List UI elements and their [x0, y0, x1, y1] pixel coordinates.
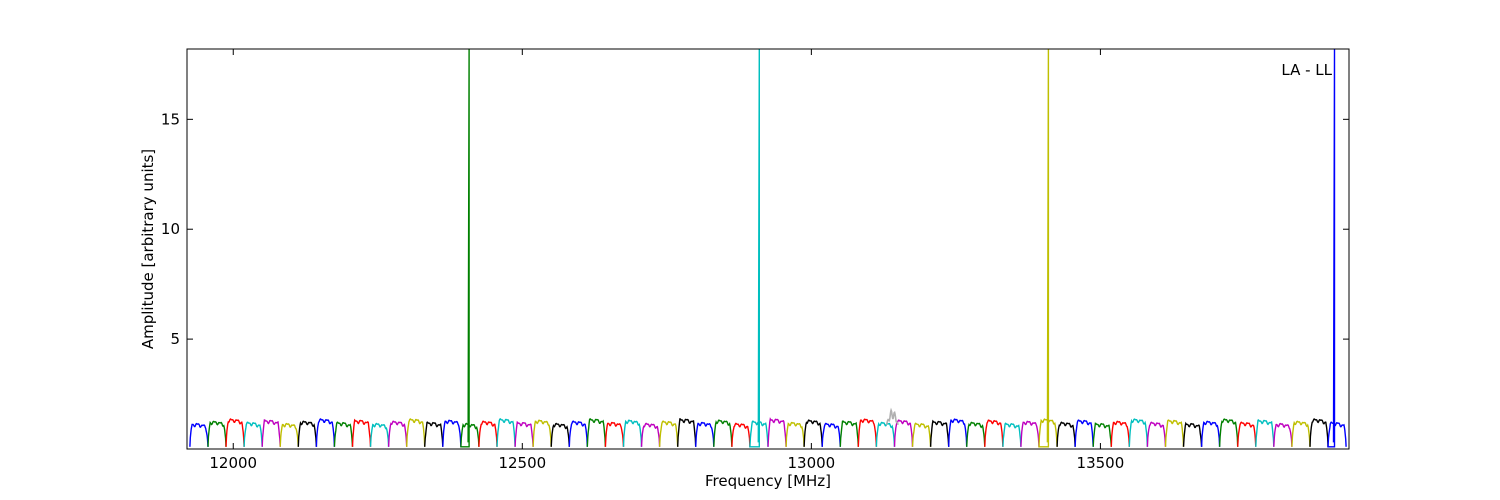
channel-line	[640, 422, 661, 447]
channel-line	[713, 419, 733, 447]
spike-channel-line	[1038, 48, 1058, 448]
channel-line	[1200, 420, 1221, 447]
channel-line	[1164, 419, 1185, 447]
x-tick-label: 13500	[1077, 454, 1125, 472]
channel-line	[875, 421, 896, 447]
channel-line	[658, 420, 679, 447]
channel-line	[966, 421, 986, 447]
axes-frame	[186, 48, 1350, 450]
channel-line	[1020, 420, 1040, 447]
channel-line	[297, 420, 318, 447]
series-layer	[189, 48, 1347, 448]
channel-line	[1056, 421, 1076, 447]
channel-line	[333, 421, 354, 447]
channel-line	[821, 422, 841, 447]
channel-line	[803, 419, 823, 447]
channel-line	[911, 422, 932, 447]
channel-line	[677, 418, 697, 447]
channel-line	[785, 421, 805, 447]
noise-bump-line	[885, 407, 899, 426]
y-tick-label: 10	[161, 220, 180, 238]
channel-line	[984, 419, 1004, 447]
channel-line	[568, 420, 588, 447]
x-tick-label: 13000	[787, 454, 835, 472]
channel-line	[1074, 419, 1094, 447]
y-tick-label: 15	[161, 110, 180, 128]
x-tick-label: 12000	[209, 454, 257, 472]
channel-line	[604, 421, 625, 447]
channel-line	[406, 418, 426, 447]
channel-line	[207, 420, 227, 447]
channel-line	[1146, 421, 1167, 447]
channel-line	[369, 422, 390, 447]
channel-line	[1002, 422, 1022, 447]
channel-line	[1182, 421, 1203, 447]
channel-line	[1218, 418, 1239, 447]
channel-line	[442, 419, 462, 447]
channel-line	[532, 419, 552, 447]
channel-line	[387, 420, 408, 447]
channel-line	[315, 418, 336, 447]
x-tick-label: 12500	[498, 454, 546, 472]
channel-line	[514, 420, 534, 447]
channel-line	[767, 417, 787, 447]
channel-line	[550, 422, 570, 447]
y-axis-label: Amplitude [arbitrary units]	[139, 149, 157, 349]
channel-line	[839, 420, 859, 447]
ticks-layer: 12000 12500 13000 13500 5 10 15	[161, 49, 1349, 472]
spike-channel-line	[460, 48, 480, 448]
channel-line	[225, 418, 245, 447]
channel-line	[1237, 421, 1257, 447]
y-tick-label: 5	[170, 330, 180, 348]
channel-line	[478, 420, 498, 447]
channel-line	[189, 422, 209, 447]
channel-line	[929, 419, 950, 447]
channel-line	[424, 421, 444, 447]
channel-line	[1291, 420, 1311, 447]
channel-line	[948, 418, 968, 447]
channel-line	[857, 418, 878, 447]
channel-line	[1255, 419, 1275, 447]
channel-line	[695, 421, 715, 447]
channel-line	[1092, 422, 1112, 447]
channel-line	[1110, 420, 1130, 447]
channel-line	[731, 422, 751, 447]
panel-annotation: LA - LL	[1281, 61, 1332, 79]
channel-line	[586, 418, 607, 447]
channel-line	[622, 419, 643, 447]
channel-line	[1128, 418, 1149, 447]
channel-line	[279, 422, 299, 447]
spike-channel-line	[749, 48, 769, 448]
channel-line	[1309, 418, 1329, 447]
x-axis-label: Frequency [MHz]	[705, 472, 831, 490]
channel-line	[496, 418, 516, 447]
channel-line	[261, 419, 281, 447]
channel-line	[1273, 422, 1293, 447]
spike-channel-line	[1327, 48, 1347, 448]
channel-line	[243, 421, 263, 447]
channel-line	[351, 418, 372, 447]
